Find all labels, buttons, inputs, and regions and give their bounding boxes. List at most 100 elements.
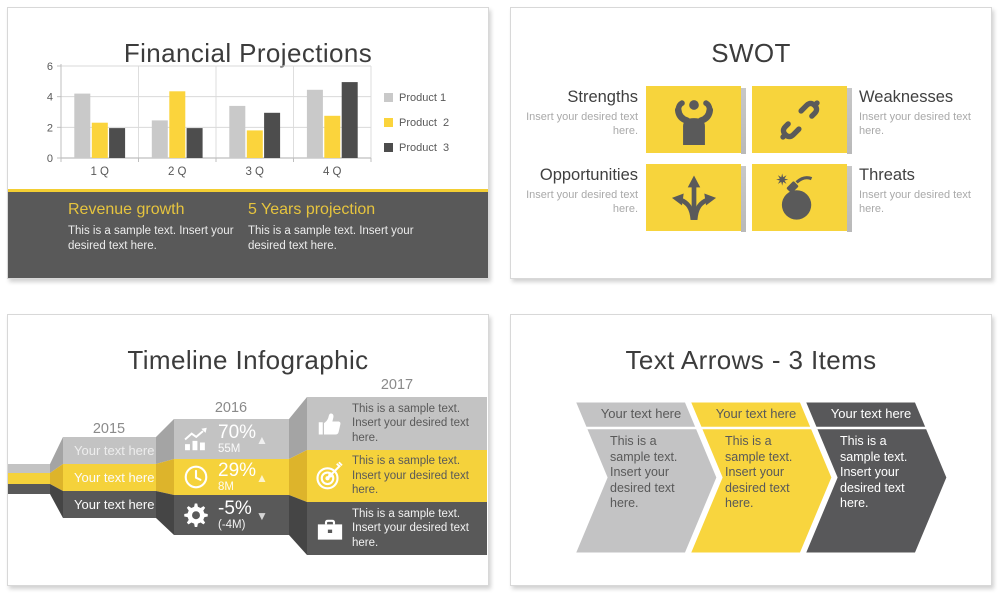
legend-swatch (384, 93, 393, 102)
footer-text: This is a sample text. Insert your desir… (248, 225, 414, 252)
trend-down-icon: ▼ (256, 509, 268, 523)
timeline-subvalue: (-4M) (218, 519, 246, 531)
swot-desc: Insert your desired text here. (526, 111, 638, 137)
legend-label: Product 2 (399, 116, 450, 129)
swot-label-block: Threats Insert your desired text here. (859, 166, 981, 216)
yellow-divider (8, 189, 488, 192)
arrow-header: Your text here (830, 406, 912, 421)
svg-text:3 Q: 3 Q (245, 166, 264, 178)
timeline-year-2015: 2015 (92, 421, 126, 437)
financial-footer: Revenue growth This is a sample text. In… (8, 192, 488, 278)
bar-product-3-2Q (186, 128, 203, 158)
legend-item: Product 2 (384, 116, 450, 129)
timeline-year-2017: 2017 (380, 377, 414, 393)
svg-text:2: 2 (47, 122, 53, 134)
clock-icon (182, 463, 210, 491)
timeline-stage3-text: This is a sample text. Insert your desir… (352, 455, 469, 496)
slide-financial-projections[interactable]: Financial Projections 0 2 4 6 1 Q 2 Q 3 Q 4 Q P… (7, 7, 489, 279)
swot-heading: Opportunities (539, 166, 638, 184)
timeline-bands (8, 397, 487, 555)
timeline-stage1-text: Your text here (74, 443, 155, 458)
swot-square-threats (752, 164, 852, 232)
timeline-stage3-text: This is a sample text. Insert your desir… (352, 507, 469, 549)
swot-heading: Strengths (567, 88, 638, 106)
footer-heading: Revenue growth (68, 201, 185, 218)
arrow-body-text: This is a sample text. Insert your desir… (610, 434, 678, 510)
timeline-value: 70% (218, 422, 257, 443)
three-way-arrows-icon (667, 173, 721, 223)
slide-title: SWOT (711, 38, 791, 69)
slide-swot[interactable]: SWOT Strengths Insert your desired text h… (510, 7, 992, 279)
swot-label-block: Opportunities Insert your desired text he… (516, 166, 638, 216)
svg-text:0: 0 (47, 153, 53, 165)
swot-label-block: Weaknesses Insert your desired text here. (859, 88, 981, 138)
timeline-subvalue: 8M (218, 481, 234, 493)
bar-product-2-3Q (246, 130, 263, 158)
chevron-arrow-3 (801, 399, 950, 556)
timeline-stage1-text: Your text here (74, 497, 155, 512)
svg-text:2 Q: 2 Q (168, 166, 187, 178)
bar-product-1-4Q (306, 89, 323, 158)
trend-up-icon: ▲ (256, 471, 268, 485)
timeline-value-block: 70% 55M (218, 423, 256, 456)
slide-title: Financial Projections (123, 38, 373, 69)
gear-icon (182, 501, 210, 529)
chart-legend: Product 1 Product 2 Product 3 (384, 92, 449, 167)
slide-title: Text Arrows - 3 Items (625, 345, 877, 376)
timeline-value: -5% (218, 498, 252, 519)
legend-label: Product 3 (399, 141, 450, 154)
bar-product-3-4Q (341, 82, 358, 158)
bar-chart: 0 2 4 6 1 Q 2 Q 3 Q 4 Q (47, 61, 372, 178)
footer-text: This is a sample text. Insert your desir… (68, 225, 234, 252)
swot-square-strengths (646, 86, 746, 154)
timeline-subvalue: 55M (218, 443, 241, 455)
timeline-value-block: -5% (-4M) (218, 499, 252, 532)
swot-square-opportunities (646, 164, 746, 232)
bar-product-1-2Q (151, 120, 168, 158)
footer-column: Revenue growth This is a sample text. In… (68, 201, 243, 254)
bar-chart-icon (182, 425, 210, 453)
muscle-icon (667, 95, 721, 145)
bar-product-1-3Q (229, 105, 246, 158)
timeline-value: 29% (218, 460, 257, 481)
legend-swatch (384, 143, 393, 152)
target-icon (315, 461, 345, 491)
bar-product-2-2Q (169, 91, 186, 158)
arrow-body-text: This is a sample text. Insert your desir… (725, 434, 793, 510)
briefcase-icon (315, 514, 345, 544)
slide-title: Timeline Infographic (127, 345, 369, 376)
svg-text:1 Q: 1 Q (90, 166, 109, 178)
swot-label-block: Strengths Insert your desired text here. (516, 88, 638, 138)
footer-heading: 5 Years projection (248, 201, 376, 218)
thumbs-up-icon (315, 409, 345, 439)
bar-product-2-1Q (91, 122, 108, 158)
bar-product-1-1Q (74, 93, 91, 158)
swot-desc: Insert your desired text here. (859, 111, 971, 137)
slide-timeline-infographic[interactable]: Timeline Infographic 2015 2016 2017 Your te… (7, 314, 489, 586)
timeline-year-2016: 2016 (214, 400, 248, 416)
chevron-arrow-2 (686, 399, 835, 556)
bar-product-2-4Q (324, 115, 341, 158)
swot-heading: Threats (859, 166, 915, 184)
slide-text-arrows[interactable]: Text Arrows - 3 Items Your text here This… (510, 314, 992, 586)
trend-up-icon: ▲ (256, 433, 268, 447)
legend-item: Product 3 (384, 141, 450, 154)
arrow-header: Your text here (600, 406, 682, 421)
timeline-stage3-text: This is a sample text. Insert your desir… (352, 402, 469, 444)
svg-text:6: 6 (47, 61, 53, 73)
footer-column: 5 Years projection This is a sample text… (248, 201, 423, 254)
bomb-icon (773, 172, 827, 223)
svg-text:4 Q: 4 Q (323, 166, 342, 178)
broken-chain-icon (773, 95, 827, 145)
svg-text:4: 4 (47, 92, 53, 104)
legend-item: Product 1 (384, 91, 449, 104)
chevron-arrows (571, 399, 950, 556)
swot-desc: Insert your desired text here. (526, 189, 638, 215)
legend-label: Product 1 (399, 91, 447, 104)
swot-heading: Weaknesses (859, 88, 954, 106)
swot-square-weaknesses (752, 86, 852, 154)
legend-swatch (384, 118, 393, 127)
swot-desc: Insert your desired text here. (859, 189, 971, 215)
arrow-header: Your text here (715, 406, 797, 421)
